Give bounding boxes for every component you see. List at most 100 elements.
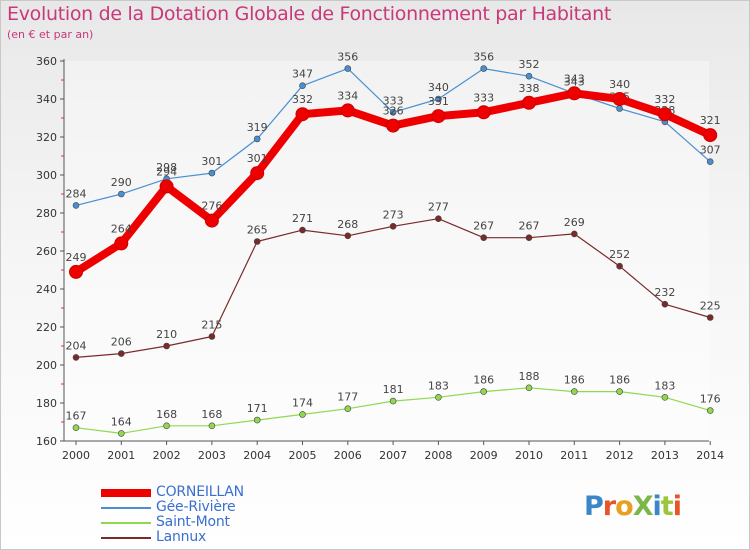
data-point bbox=[208, 422, 216, 430]
brand-logo: ProXiti bbox=[584, 491, 682, 522]
data-point bbox=[480, 388, 488, 395]
data-point bbox=[389, 397, 397, 405]
data-point bbox=[476, 105, 491, 120]
legend-swatch bbox=[101, 522, 151, 524]
data-point bbox=[72, 202, 80, 209]
x-tick-label: 2000 bbox=[62, 449, 90, 462]
data-label: 301 bbox=[247, 152, 268, 165]
data-label: 331 bbox=[428, 95, 449, 108]
data-label: 177 bbox=[337, 391, 358, 404]
y-tick-label: 160 bbox=[36, 435, 57, 448]
x-tick-label: 2008 bbox=[424, 449, 452, 462]
data-label: 343 bbox=[564, 75, 585, 88]
data-label: 186 bbox=[473, 374, 494, 387]
data-label: 176 bbox=[700, 393, 721, 406]
data-point bbox=[706, 407, 714, 414]
data-label: 333 bbox=[473, 91, 494, 104]
data-point bbox=[706, 158, 714, 165]
y-tick-label: 340 bbox=[36, 93, 57, 106]
data-point bbox=[567, 86, 582, 101]
data-point bbox=[570, 230, 578, 238]
legend-label: CORNEILLAN bbox=[156, 484, 244, 500]
data-point bbox=[525, 72, 533, 80]
data-point bbox=[344, 232, 352, 240]
x-tick-label: 2009 bbox=[470, 449, 498, 462]
y-tick-label: 360 bbox=[36, 55, 57, 68]
data-point bbox=[72, 354, 80, 361]
data-label: 356 bbox=[473, 51, 494, 64]
data-point bbox=[250, 166, 265, 181]
data-point bbox=[299, 82, 306, 89]
data-label: 307 bbox=[700, 144, 721, 157]
data-point bbox=[253, 135, 261, 143]
data-label: 183 bbox=[428, 379, 449, 392]
data-point bbox=[340, 103, 355, 118]
brand-letter: i bbox=[652, 491, 662, 522]
legend-label: Saint-Mont bbox=[156, 514, 230, 530]
data-label: 273 bbox=[383, 208, 404, 221]
data-point bbox=[616, 388, 623, 395]
data-point bbox=[616, 105, 623, 112]
data-point bbox=[344, 405, 352, 413]
data-label: 352 bbox=[519, 58, 540, 71]
data-label: 340 bbox=[428, 81, 449, 94]
data-point bbox=[204, 213, 219, 228]
x-tick-label: 2003 bbox=[198, 449, 226, 462]
data-point bbox=[389, 109, 397, 116]
data-label: 183 bbox=[654, 379, 675, 392]
data-point bbox=[480, 234, 488, 241]
x-tick-label: 2013 bbox=[651, 449, 679, 462]
x-tick-label: 2010 bbox=[515, 449, 543, 462]
x-tick-label: 2002 bbox=[153, 449, 181, 462]
data-point bbox=[525, 384, 533, 392]
y-tick-label: 300 bbox=[36, 169, 57, 182]
x-tick-label: 2007 bbox=[379, 449, 407, 462]
data-label: 338 bbox=[519, 82, 540, 95]
brand-letter: P bbox=[584, 491, 604, 522]
x-tick-label: 2001 bbox=[107, 449, 135, 462]
y-tick-label: 200 bbox=[36, 359, 57, 372]
data-point bbox=[163, 422, 170, 430]
x-tick-label: 2011 bbox=[560, 449, 588, 462]
data-point bbox=[295, 107, 310, 122]
data-label: 210 bbox=[156, 328, 177, 341]
data-label: 264 bbox=[111, 222, 132, 235]
data-label: 298 bbox=[156, 161, 177, 174]
brand-letter: t bbox=[660, 491, 674, 522]
data-label: 277 bbox=[428, 201, 449, 214]
data-label: 343 bbox=[564, 72, 585, 85]
data-point bbox=[389, 223, 397, 230]
data-point bbox=[69, 264, 83, 279]
data-point bbox=[435, 393, 442, 401]
data-label: 347 bbox=[292, 68, 313, 81]
data-label: 252 bbox=[609, 248, 630, 261]
legend-label: Lannux bbox=[156, 529, 207, 545]
data-point bbox=[570, 388, 578, 395]
data-label: 269 bbox=[564, 216, 585, 229]
data-point bbox=[431, 109, 446, 124]
data-point bbox=[435, 215, 442, 222]
data-label: 186 bbox=[609, 374, 630, 387]
data-label: 232 bbox=[654, 286, 675, 299]
x-tick-label: 2014 bbox=[696, 449, 724, 462]
data-point bbox=[208, 333, 216, 340]
legend-swatch bbox=[101, 507, 151, 509]
y-tick-label: 280 bbox=[36, 207, 57, 220]
y-tick-label: 260 bbox=[36, 245, 57, 258]
data-label: 301 bbox=[201, 155, 222, 168]
data-point bbox=[522, 95, 536, 110]
data-label: 294 bbox=[156, 165, 177, 178]
data-label: 168 bbox=[201, 408, 222, 421]
x-tick-label: 2006 bbox=[334, 449, 362, 462]
x-tick-label: 2012 bbox=[606, 449, 634, 462]
data-point bbox=[525, 234, 533, 241]
chart-title: Evolution de la Dotation Globale de Fonc… bbox=[7, 3, 612, 25]
data-label: 319 bbox=[247, 121, 268, 134]
data-label: 340 bbox=[609, 78, 630, 91]
data-label: 215 bbox=[201, 319, 222, 332]
data-label: 284 bbox=[66, 187, 87, 200]
data-label: 267 bbox=[473, 220, 494, 233]
brand-letter: r bbox=[602, 491, 616, 522]
data-label: 265 bbox=[247, 224, 268, 237]
